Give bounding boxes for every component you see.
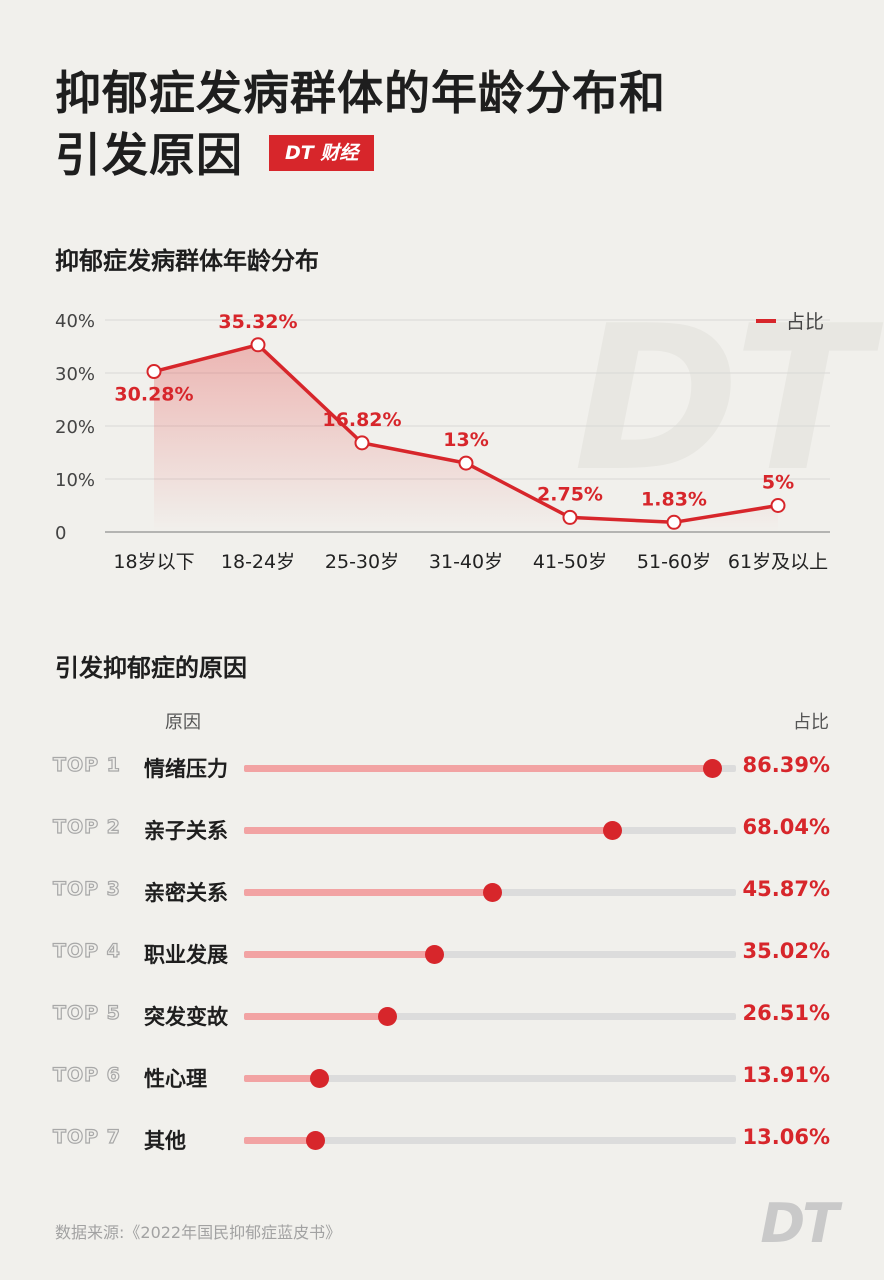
bar-fill [244,1137,315,1144]
reasons-chart-title: 引发抑郁症的原因 [55,654,247,682]
rank-label: TOP 6 [52,1063,121,1086]
bar-track [244,1007,736,1026]
bar-fill [244,765,712,772]
value-label: 86.39% [742,753,830,777]
age-distribution-line-chart: 0 10% 20% 30% 40% 30.28% 35.32% 16.82% 13% 2.75%… [55,311,830,573]
x-tick-label: 41-50岁 [533,551,607,573]
rank-label: TOP 1 [52,753,121,776]
rank-label: TOP 2 [52,815,121,838]
bar-track [244,821,736,840]
dt-logo: DT [760,1192,839,1255]
bar-track [244,759,736,778]
value-label: 13.91% [742,1063,830,1087]
bar-marker [378,1007,397,1026]
bar-track [244,1069,736,1088]
reason-row: TOP 4 职业发展 35.02% [0,934,884,974]
y-tick-label: 30% [55,364,95,385]
reason-row: TOP 6 性心理 13.91% [0,1058,884,1098]
data-point [354,435,370,451]
reason-label: 职业发展 [144,943,228,967]
reason-row: TOP 5 突发变故 26.51% [0,996,884,1036]
bar-fill [244,1013,387,1020]
x-tick-label: 18岁以下 [113,551,194,573]
column-header-share: 占比 [793,712,829,733]
reason-row: TOP 2 亲子关系 68.04% [0,810,884,850]
data-point [562,509,578,525]
reason-label: 亲子关系 [144,819,228,843]
y-tick-label: 20% [55,417,95,438]
bar-marker [483,883,502,902]
reason-label: 亲密关系 [144,881,228,905]
bar-marker [603,821,622,840]
bar-fill [244,889,492,896]
reason-row: TOP 3 亲密关系 45.87% [0,872,884,912]
reason-label: 性心理 [144,1067,207,1091]
x-tick-label: 61岁及以上 [728,551,828,573]
reason-row: TOP 1 情绪压力 86.39% [0,748,884,788]
x-tick-label: 31-40岁 [429,551,503,573]
bar-fill [244,1075,319,1082]
data-point [458,455,474,471]
series-area [154,344,778,532]
rank-label: TOP 5 [52,1001,121,1024]
data-label: 13% [443,429,488,451]
data-point [770,498,786,513]
bar-track [244,883,736,902]
value-label: 68.04% [742,815,830,839]
reason-label: 其他 [144,1129,186,1153]
data-label: 5% [762,472,794,494]
legend-label: 占比 [786,311,824,333]
value-label: 45.87% [742,877,830,901]
column-header-reason: 原因 [165,712,201,733]
bar-marker [703,759,722,778]
brand-badge: DT 财经 [269,134,375,171]
value-label: 35.02% [742,939,830,963]
data-point [250,337,266,353]
data-point [146,364,162,380]
data-source: 数据来源:《2022年国民抑郁症蓝皮书》 [55,1223,342,1242]
rank-label: TOP 4 [52,939,121,962]
x-tick-label: 25-30岁 [325,551,399,573]
bar-marker [310,1069,329,1088]
rank-label: TOP 3 [52,877,121,900]
bar-fill [244,827,612,834]
data-label: 16.82% [322,409,401,431]
bar-track [244,945,736,964]
title-line-1: 抑郁症发病群体的年龄分布和 [55,66,666,120]
dt-watermark: DT [573,283,870,516]
value-label: 13.06% [742,1125,830,1149]
reason-label: 突发变故 [144,1005,228,1029]
line-chart-title: 抑郁症发病群体年龄分布 [55,247,319,275]
data-label: 35.32% [218,311,297,333]
title-line-2-text: 引发原因 [55,128,243,182]
x-tick-label: 18-24岁 [221,551,295,573]
y-tick-label: 40% [55,311,95,332]
reason-row: TOP 7 其他 13.06% [0,1120,884,1160]
data-label: 2.75% [537,483,603,505]
data-label: 30.28% [114,384,193,406]
bar-marker [425,945,444,964]
reason-label: 情绪压力 [144,757,228,781]
title-line-2: 引发原因 DT 财经 [55,124,666,186]
bar-track [244,1131,736,1150]
y-tick-label: 0 [55,523,66,544]
page-title: 抑郁症发病群体的年龄分布和 引发原因 DT 财经 [55,62,666,186]
bar-marker [306,1131,325,1150]
data-label: 1.83% [641,488,707,510]
x-tick-label: 51-60岁 [637,551,711,573]
bar-fill [244,951,434,958]
rank-label: TOP 7 [52,1125,121,1148]
data-point [666,514,682,530]
value-label: 26.51% [742,1001,830,1025]
y-tick-label: 10% [55,470,95,491]
